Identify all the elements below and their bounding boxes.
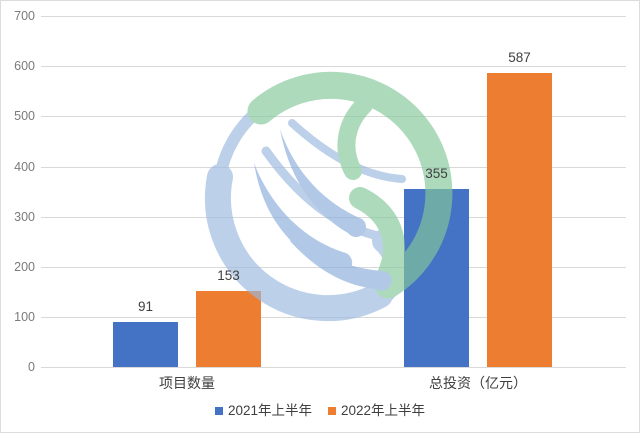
gridline — [41, 367, 626, 369]
y-tick-label: 400 — [14, 159, 35, 174]
y-tick-label: 0 — [28, 360, 35, 375]
legend: 2021年上半年 2022年上半年 — [1, 403, 639, 419]
legend-swatch-icon — [328, 407, 336, 415]
y-tick-label: 600 — [14, 59, 35, 74]
y-tick-label: 300 — [14, 209, 35, 224]
bar-series1-group1 — [113, 321, 178, 368]
bar-series2-group2 — [487, 72, 552, 368]
legend-swatch-icon — [214, 407, 223, 415]
swirl-logo-watermark-icon — [205, 71, 453, 322]
legend-item: 2022年上半年 — [328, 403, 425, 419]
x-category-label: 总投资（亿元） — [429, 375, 527, 391]
gridline — [41, 16, 626, 17]
y-tick-label: 200 — [14, 259, 35, 274]
y-tick-label: 100 — [14, 310, 35, 325]
legend-label: 2022年上半年 — [341, 403, 426, 418]
y-tick-label: 700 — [14, 9, 35, 23]
x-category-label: 项目数量 — [159, 375, 215, 391]
legend-item: 2021年上半年 — [214, 403, 312, 419]
bar-value-label: 91 — [137, 298, 154, 314]
y-tick-label: 500 — [14, 109, 35, 124]
legend-label: 2021年上半年 — [227, 403, 312, 418]
bar-value-label: 587 — [508, 49, 531, 65]
